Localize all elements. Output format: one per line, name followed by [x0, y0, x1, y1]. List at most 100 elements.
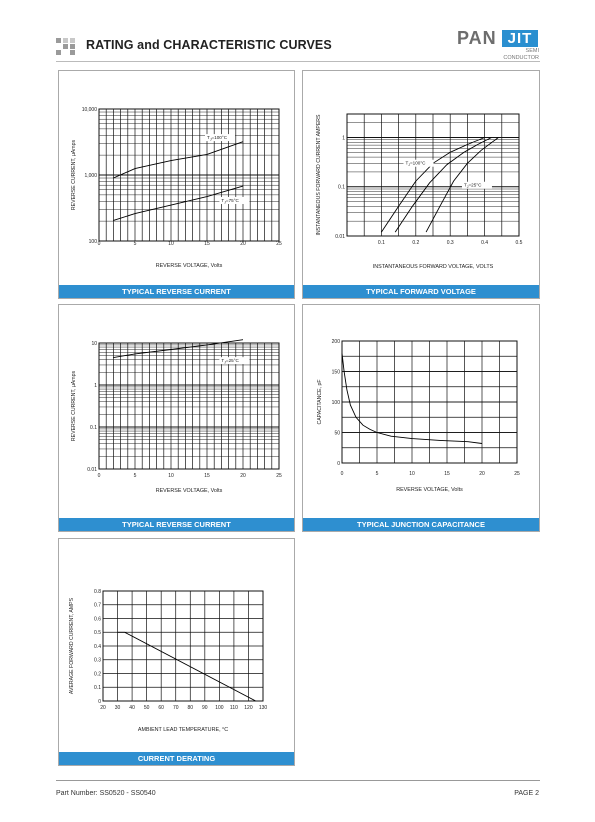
x-tick-label: 20: [240, 473, 246, 479]
y-tick-label: 50: [334, 430, 340, 436]
x-tick-label: 0.5: [516, 240, 523, 246]
x-tick-label: 20: [479, 471, 485, 477]
x-tick-label: 60: [158, 705, 164, 711]
grid: [98, 108, 280, 242]
page-title: RATING and CHARACTERISTIC CURVES: [86, 38, 332, 52]
caption: TYPICAL FORWARD VOLTAGE: [303, 285, 539, 298]
x-tick-label: 0.3: [447, 240, 454, 246]
x-tick-label: 15: [444, 471, 450, 477]
series-annotation-0: TJ=25°C: [221, 358, 239, 365]
y-tick-label: 0.1: [94, 685, 101, 691]
y-axis-label: CAPACITANCE, pF: [317, 379, 323, 424]
y-tick-label: 0.1: [90, 425, 97, 431]
caption: TYPICAL REVERSE CURRENT: [59, 518, 294, 531]
x-tick-label: 10: [168, 241, 174, 247]
y-tick-label: 0.01: [335, 234, 345, 240]
plot-frame: [102, 590, 264, 702]
annotation-bg: [461, 181, 492, 189]
y-tick-label: 100: [89, 239, 98, 245]
page-header: RATING and CHARACTERISTIC CURVES PAN JIT…: [0, 0, 595, 61]
x-axis-label: INSTANTANEOUS FORWARD VOLTAGE, VOLTS: [373, 264, 494, 270]
y-tick-label: 0.2: [94, 671, 101, 677]
x-tick-label: 70: [173, 705, 179, 711]
x-tick-label: 0.1: [378, 240, 385, 246]
x-tick-label: 10: [168, 473, 174, 479]
caption: TYPICAL JUNCTION CAPACITANCE: [303, 518, 539, 531]
x-tick-label: 0: [98, 473, 101, 479]
grid: [98, 342, 280, 470]
annotation-bg: [403, 159, 434, 167]
y-tick-label: 10,000: [82, 107, 98, 113]
chart-reverse-current-1: 0 5 10 15 20 25 100 1,000 10,000 REVERSE VOLTAGE,…: [71, 107, 282, 269]
x-tick-label: 130: [259, 705, 268, 711]
y-tick-label: 0.8: [94, 589, 101, 595]
grid: [346, 113, 520, 237]
x-axis-label: REVERSE VOLTAGE, Volts: [156, 488, 223, 494]
x-tick-label: 5: [376, 471, 379, 477]
y-tick-label: 100: [332, 400, 341, 406]
series-line-1: [113, 185, 244, 221]
series-annotation-1: TJ=75°C: [221, 198, 239, 205]
series-line-0: [113, 339, 244, 359]
plot-frame: [346, 113, 520, 237]
y-tick-label: 1,000: [84, 173, 97, 179]
grid: [102, 590, 264, 702]
x-tick-label: 10: [409, 471, 415, 477]
x-tick-label: 5: [134, 241, 137, 247]
header-divider: [56, 61, 540, 62]
x-tick-label: 0.4: [481, 240, 488, 246]
y-tick-label: 0.3: [94, 658, 101, 664]
x-tick-label: 15: [204, 241, 210, 247]
x-tick-label: 110: [230, 705, 238, 711]
x-tick-label: 20: [240, 241, 246, 247]
x-tick-label: 100: [215, 705, 224, 711]
y-tick-label: 0.1: [338, 185, 345, 191]
header-dots-icon: [56, 38, 78, 56]
y-tick-label: 0.7: [94, 603, 101, 609]
x-tick-label: 90: [202, 705, 208, 711]
x-tick-label: 40: [129, 705, 135, 711]
chart-current-derating: 20 30 40 50 60 70 80 90 100 110 120 130 0 0.1 0.2 0.3 0.…: [69, 589, 268, 733]
y-tick-label: 0.6: [94, 616, 101, 622]
panel-forward-voltage: 0.1 0.2 0.3 0.4 0.5 0.01 0.1 1 INSTANTANEOUS FOR…: [302, 70, 540, 299]
y-axis-label: REVERSE CURRENT, μAmps: [71, 140, 77, 211]
y-tick-label: 0: [337, 461, 340, 467]
series-annotation-0: TJ=100°C: [405, 161, 426, 168]
x-tick-label: 25: [276, 473, 282, 479]
panjit-logo: PAN JIT SEMI CONDUCTOR: [457, 28, 539, 61]
chart-reverse-current-2: 0 5 10 15 20 25 0.01 0.1 1 10 REVERSE VOLTAGE, Vol…: [71, 339, 282, 494]
panel-reverse-current-1: 0 5 10 15 20 25 100 1,000 10,000 REVERSE VOLTAGE,…: [58, 70, 295, 299]
series-line-0: [341, 353, 483, 444]
series-line-0: [117, 631, 256, 702]
x-tick-label: 50: [144, 705, 150, 711]
x-tick-label: 30: [115, 705, 121, 711]
footer-divider: [56, 780, 540, 781]
plot-frame: [98, 108, 280, 242]
x-tick-label: 80: [187, 705, 193, 711]
panel-reverse-current-2: 0 5 10 15 20 25 0.01 0.1 1 10 REVERSE VOLTAGE, Vol…: [58, 304, 295, 532]
x-tick-label: 25: [276, 241, 282, 247]
page-number: PAGE 2: [514, 790, 539, 797]
x-axis-label: REVERSE VOLTAGE, Volts: [156, 263, 223, 269]
chart-junction-capacitance: 0 5 10 15 20 25 0 50 100 150 200 REVERSE VOLTAGE, V…: [317, 339, 520, 493]
y-tick-label: 150: [332, 369, 341, 375]
x-tick-label: 20: [100, 705, 106, 711]
x-tick-label: 120: [244, 705, 253, 711]
y-tick-label: 0.01: [87, 467, 97, 473]
series-line-0: [113, 141, 244, 179]
chart-forward-voltage: 0.1 0.2 0.3 0.4 0.5 0.01 0.1 1 INSTANTANEOUS FOR…: [316, 113, 523, 270]
y-axis-label: INSTANTANEOUS FORWARD CURRENT AMPERS: [316, 114, 322, 236]
y-tick-label: 200: [332, 339, 341, 345]
caption: TYPICAL REVERSE CURRENT: [59, 285, 294, 298]
plot-frame: [98, 342, 280, 470]
series-line-1: [394, 137, 492, 233]
x-tick-label: 25: [514, 471, 520, 477]
series-annotation-1: TJ=25°C: [464, 183, 482, 190]
x-tick-label: 0: [98, 241, 101, 247]
caption: CURRENT DERATING: [59, 752, 294, 765]
panel-current-derating: 20 30 40 50 60 70 80 90 100 110 120 130 0 0.1 0.2 0.3 0.…: [58, 538, 295, 766]
part-number: Part Number: SS0520 - SS0540: [56, 790, 156, 797]
panel-junction-capacitance: 0 5 10 15 20 25 0 50 100 150 200 REVERSE VOLTAGE, V…: [302, 304, 540, 532]
annotation-bg: [219, 357, 250, 365]
grid: [341, 340, 518, 464]
